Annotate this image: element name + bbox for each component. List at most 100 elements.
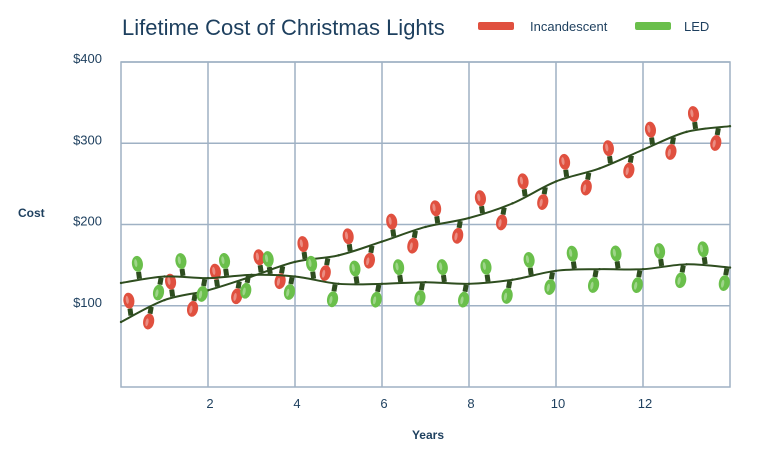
data-point-led — [206, 276, 210, 280]
bulb-highlight — [198, 290, 203, 299]
bulb-socket — [147, 306, 154, 315]
bulb-highlight — [605, 143, 609, 152]
bulb-socket — [484, 274, 491, 283]
bulb-glass — [131, 255, 143, 272]
data-point-incandescent — [598, 167, 601, 170]
bulb-socket — [570, 261, 577, 269]
bulb-highlight — [416, 294, 420, 303]
bulb-socket — [127, 308, 134, 316]
bulb-socket — [658, 258, 665, 267]
bulb-glass — [240, 282, 252, 299]
x-tick-label: 6 — [380, 396, 387, 411]
bulb-led — [523, 252, 535, 276]
bulb-glass — [349, 260, 361, 277]
bulb-highlight — [667, 148, 671, 157]
bulb-socket — [411, 230, 418, 239]
bulb-led — [349, 260, 361, 284]
bulb-socket — [288, 276, 295, 285]
bulb-incandescent — [143, 306, 155, 330]
bulb-highlight — [212, 266, 216, 275]
bulb-highlight — [221, 256, 225, 265]
bulb-glass — [209, 263, 221, 280]
data-point-incandescent — [511, 202, 514, 205]
bulb-glass — [186, 300, 199, 317]
data-point-led — [424, 280, 427, 284]
bulb-incandescent — [297, 236, 309, 260]
bulb-glass — [631, 277, 643, 294]
bulb-led — [501, 280, 513, 304]
bulb-socket — [692, 121, 699, 130]
bulb-highlight — [264, 254, 269, 263]
bulb-glass — [407, 237, 419, 254]
bulb-socket — [331, 284, 338, 292]
data-point-led — [337, 282, 340, 286]
bulb-highlight — [372, 296, 377, 305]
bulb-glass — [587, 277, 600, 293]
bulb-highlight — [460, 296, 464, 305]
bulb-glass — [610, 245, 622, 262]
bulb-incandescent — [710, 127, 722, 151]
bulb-highlight — [546, 283, 550, 292]
bulb-incandescent — [687, 106, 700, 130]
bulb-highlight — [612, 248, 616, 257]
bulb-socket — [301, 251, 308, 260]
bulb-highlight — [712, 139, 716, 148]
bulb-glass — [326, 291, 339, 308]
bulb-glass — [566, 245, 578, 262]
data-point-incandescent — [467, 216, 471, 220]
bulb-incandescent — [452, 220, 464, 244]
bulb-highlight — [395, 262, 399, 271]
bulb-socket — [235, 281, 242, 289]
bulb-highlight — [276, 277, 281, 286]
bulb-glass — [602, 140, 614, 157]
bulb-highlight — [286, 288, 290, 297]
bulb-glass — [196, 285, 208, 302]
bulb-glass — [319, 265, 331, 281]
bulb-led — [566, 245, 578, 269]
bulb-highlight — [155, 289, 159, 298]
bulb-glass — [342, 228, 354, 245]
bulb-glass — [496, 214, 508, 231]
bulb-socket — [368, 245, 375, 254]
bulb-incandescent — [517, 173, 529, 197]
bulb-highlight — [233, 293, 237, 301]
bulb-incandescent — [319, 257, 331, 281]
bulb-socket — [527, 267, 534, 276]
bulb-incandescent — [430, 200, 442, 224]
bulb-glass — [274, 273, 286, 290]
data-point-led — [119, 281, 123, 285]
data-point-led — [293, 275, 297, 278]
bulb-glass — [253, 249, 265, 266]
bulb-incandescent — [665, 136, 677, 160]
bulb-led — [218, 253, 231, 277]
bulb-incandescent — [602, 140, 614, 164]
bulb-glass — [458, 291, 470, 308]
bulb-socket — [462, 284, 469, 293]
bulb-incandescent — [537, 186, 549, 210]
bulb-socket — [346, 243, 353, 252]
bulb-socket — [614, 261, 621, 269]
bulb-socket — [607, 155, 613, 164]
bulb-incandescent — [165, 273, 177, 297]
bulb-led — [152, 277, 165, 301]
series-incandescent — [119, 106, 732, 330]
bulb-glass — [537, 194, 549, 210]
data-point-led — [467, 282, 471, 286]
series-led — [119, 241, 732, 308]
bulb-socket — [723, 267, 730, 276]
bulb-incandescent — [274, 265, 286, 290]
bulb-glass — [143, 313, 155, 330]
bulb-socket — [714, 127, 721, 136]
bulb-highlight — [525, 255, 530, 264]
bulb-glass — [123, 292, 135, 309]
bulb-socket — [214, 279, 220, 287]
bulb-socket — [257, 264, 264, 273]
bulb-socket — [179, 268, 186, 277]
bulb-highlight — [699, 244, 704, 253]
y-tick-label: $100 — [73, 295, 102, 310]
legend-label-led: LED — [684, 19, 709, 34]
y-axis-ticks: $100 $200 $300 $400 — [73, 51, 102, 310]
bulb-highlight — [366, 257, 370, 266]
bulb-socket — [627, 155, 634, 164]
bulb-highlight — [255, 252, 259, 261]
